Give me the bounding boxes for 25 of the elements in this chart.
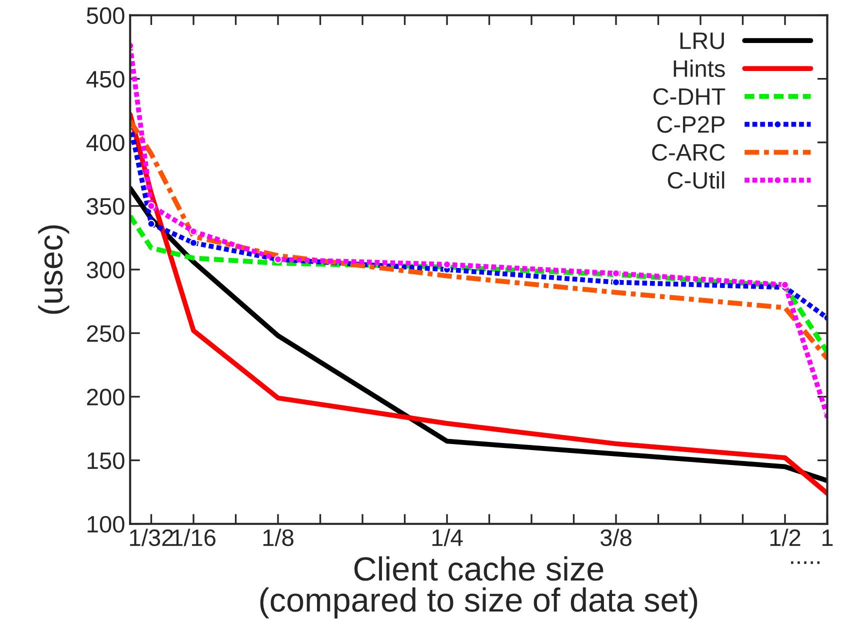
- y-tick-label: 450: [86, 70, 124, 88]
- x-tick-label: 1/8: [263, 528, 294, 546]
- text: .....: [791, 561, 820, 564]
- y-tick-label: 250: [87, 325, 124, 342]
- y-tick-label: 500: [86, 7, 124, 24]
- x-tick-label: 3/8: [600, 528, 632, 546]
- x-tick-label: 1/4: [432, 528, 463, 546]
- y-tick-label: 300: [86, 262, 124, 278]
- legend-label: C-ARC: [652, 144, 725, 161]
- legend-label: C-P2P: [657, 116, 724, 133]
- legend-label: LRU: [680, 32, 724, 50]
- x-tick-label: 1/2: [770, 528, 800, 546]
- y-tick-label: 100: [88, 516, 124, 533]
- x-tick-label: 1: [822, 530, 833, 546]
- x-axis-title: Client cache size (compared to size of data set): [260, 556, 698, 618]
- y-tick-label: 150: [88, 452, 124, 470]
- x-tick-label: 1/16: [172, 528, 216, 546]
- legend-label: Hints: [674, 60, 725, 78]
- y-tick-label: 400: [86, 134, 124, 152]
- y-axis-title: (usec): [38, 225, 70, 314]
- x-tick-label: 1/32: [130, 528, 174, 546]
- legend-label: C-Util: [668, 171, 724, 189]
- y-tick-label: 350: [86, 198, 124, 215]
- y-tick-label: 200: [87, 388, 124, 406]
- legend-label: C-DHT: [653, 88, 726, 105]
